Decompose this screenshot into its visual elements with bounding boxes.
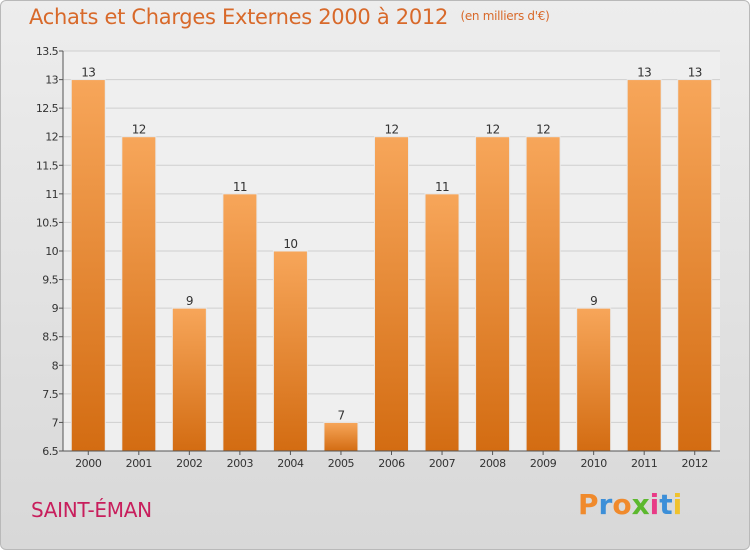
y-tick-label: 10.5 (36, 216, 59, 229)
data-label: 13 (637, 66, 651, 80)
x-tick-label: 2012 (682, 457, 708, 470)
y-tick-label: 10 (45, 245, 58, 258)
proxiti-logo[interactable]: Proxiti (578, 488, 682, 521)
y-tick-label: 8 (52, 359, 59, 372)
x-tick-label: 2000 (75, 457, 102, 470)
y-tick-label: 11 (45, 188, 58, 201)
y-tick-label: 12.5 (36, 102, 59, 115)
bar-2001 (121, 136, 157, 452)
data-label: 12 (536, 123, 550, 137)
y-tick-label: 8.5 (42, 331, 58, 344)
bar-2011 (626, 79, 662, 452)
data-label: 13 (81, 66, 95, 80)
data-label: 13 (688, 66, 702, 80)
logo-letter: r (598, 488, 613, 521)
x-tick-label: 2002 (176, 457, 202, 470)
x-tick-label: 2009 (530, 457, 557, 470)
city-name: SAINT-ÉMAN (31, 498, 152, 522)
x-tick-label: 2008 (479, 457, 506, 470)
chart-title: Achats et Charges Externes 2000 à 2012 (29, 5, 449, 29)
x-tick-label: 2010 (580, 457, 607, 470)
y-tick-label: 7 (52, 416, 59, 429)
x-tick-label: 2001 (126, 457, 152, 470)
data-label: 10 (283, 237, 297, 251)
x-tick-label: 2006 (378, 457, 405, 470)
logo-letter: o (612, 488, 632, 521)
y-tick-label: 7.5 (42, 388, 58, 401)
bar-2000 (70, 79, 106, 452)
logo-letter: P (578, 488, 599, 521)
data-label: 9 (186, 294, 193, 308)
data-label: 12 (384, 123, 398, 137)
data-label: 12 (486, 123, 500, 137)
x-tick-label: 2005 (328, 457, 355, 470)
data-label: 9 (590, 294, 597, 308)
bar-2009 (525, 136, 561, 452)
bars: 13 12 9 11 10 7 12 11 12 12 9 13 13 (70, 66, 713, 452)
y-tick-label: 9 (52, 302, 59, 315)
logo-letter: i (672, 488, 683, 521)
bar-2003 (222, 193, 258, 452)
bar-2002 (171, 307, 207, 452)
bar-2007 (424, 193, 460, 452)
x-tick-label: 2003 (227, 457, 254, 470)
bar-2005 (323, 421, 359, 452)
bar-2004 (272, 250, 308, 452)
y-tick-label: 11.5 (36, 159, 59, 172)
bar-2006 (374, 136, 409, 452)
axes: 6.5 7 7.5 8 8.5 9 9.5 10 10.5 11 11.5 12 12.5 13 13.5 2… (36, 45, 720, 470)
logo-letter: t (659, 488, 673, 521)
chart-title-block: Achats et Charges Externes 2000 à 2012 (… (29, 5, 550, 29)
y-tick-label: 13 (45, 74, 58, 87)
data-label: 7 (337, 408, 344, 422)
data-label: 11 (233, 180, 247, 194)
x-tick-label: 2004 (277, 457, 304, 470)
y-tick-label: 13.5 (36, 45, 59, 58)
y-tick-label: 9.5 (42, 274, 58, 287)
y-tick-label: 12 (45, 131, 58, 144)
logo-letter: i (649, 488, 660, 521)
bar-2010 (576, 307, 612, 452)
bar-2012 (677, 79, 713, 452)
chart-subtitle: (en milliers d'€) (460, 9, 550, 23)
data-label: 12 (132, 123, 146, 137)
logo-letter: x (631, 488, 650, 521)
bar-2008 (475, 136, 511, 452)
data-label: 11 (435, 180, 449, 194)
x-tick-label: 2007 (429, 457, 456, 470)
x-tick-label: 2011 (631, 457, 657, 470)
y-tick-label: 6.5 (42, 445, 58, 458)
